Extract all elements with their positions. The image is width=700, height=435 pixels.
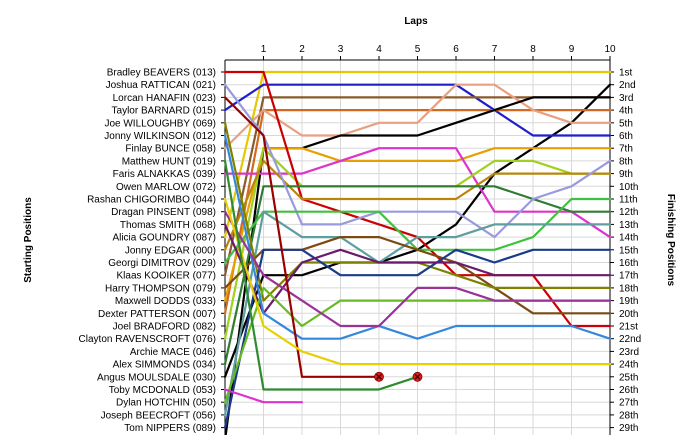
finishing-position-label: 28th	[619, 410, 638, 421]
series-line	[223, 223, 612, 315]
retirement-marker-cross	[414, 373, 421, 380]
starting-driver-label: Jonny WILKINSON (012)	[104, 131, 216, 142]
lap-tick-label: 9	[569, 44, 575, 55]
finishing-position-label: 24th	[619, 360, 638, 371]
finishing-position-label: 15th	[619, 245, 638, 256]
lap-tick-label: 8	[530, 44, 536, 55]
finishing-position-label: 2nd	[619, 80, 636, 91]
finishing-position-label: 29th	[619, 423, 638, 434]
lap-tick-label: 1	[261, 44, 267, 55]
finishing-position-label: 21st	[619, 322, 638, 333]
laps-axis-title: Laps	[404, 16, 428, 27]
finishing-position-label: 8th	[619, 156, 633, 167]
finishing-position-label: 19th	[619, 296, 638, 307]
series-line	[223, 83, 612, 150]
lap-tick-label: 6	[453, 44, 459, 55]
lap-tick-label: 5	[415, 44, 421, 55]
starting-driver-label: Bradley BEAVERS (013)	[107, 68, 216, 79]
starting-driver-label: Archie MACE (046)	[130, 347, 216, 358]
lap-tick-label: 10	[604, 44, 616, 55]
finishing-position-label: 4th	[619, 106, 633, 117]
finishing-position-label: 11th	[619, 195, 638, 206]
retirement-marker-icon	[374, 371, 384, 382]
lap-tick-label: 3	[338, 44, 344, 55]
starting-driver-label: Owen MARLOW (072)	[116, 182, 216, 193]
starting-driver-label: Matthew HUNT (019)	[122, 156, 216, 167]
series-line	[223, 108, 612, 315]
starting-driver-label: Lorcan HANAFIN (023)	[113, 93, 216, 104]
starting-driver-label: Georgi DIMITROV (029)	[108, 258, 216, 269]
series-line	[223, 248, 612, 429]
finishing-position-label: 1st	[619, 68, 633, 79]
starting-driver-label: Angus MOULSDALE (030)	[97, 372, 216, 383]
finishing-position-label: 27th	[619, 398, 638, 409]
series-line	[223, 83, 612, 137]
finishing-position-label: 12th	[619, 207, 638, 218]
starting-driver-label: Tom NIPPERS (089)	[124, 423, 216, 434]
lap-tick-label: 4	[376, 44, 382, 55]
series-line	[223, 159, 419, 391]
finishing-position-label: 26th	[619, 385, 638, 396]
starting-driver-label: Harry THOMPSON (079)	[105, 283, 216, 294]
starting-driver-label: Jonny EDGAR (000)	[125, 245, 216, 256]
starting-driver-label: Dragan PINSENT (098)	[111, 207, 216, 218]
series-line	[223, 388, 304, 404]
starting-driver-label: Dexter PATTERSON (007)	[98, 309, 216, 320]
series-line	[223, 210, 612, 416]
finishing-positions-title: Finishing Positions	[665, 194, 676, 287]
starting-driver-label: Taylor BARNARD (015)	[112, 106, 216, 117]
starting-driver-label: Finlay BUNCE (058)	[125, 144, 216, 155]
finishing-position-label: 25th	[619, 372, 638, 383]
finishing-position-label: 7th	[619, 144, 633, 155]
finishing-position-label: 16th	[619, 258, 638, 269]
starting-driver-label: Dylan HOTCHIN (050)	[116, 398, 216, 409]
starting-driver-label: Alicia GOUNDRY (087)	[112, 233, 216, 244]
finishing-position-label: 17th	[619, 271, 638, 282]
starting-driver-label: Joel BRADFORD (082)	[113, 322, 216, 333]
lap-tick-label: 2	[299, 44, 305, 55]
series-line	[223, 147, 612, 302]
finishing-position-label: 20th	[619, 309, 638, 320]
series-line	[223, 134, 612, 340]
chart-series	[223, 70, 612, 435]
lap-tick-label: 7	[492, 44, 498, 55]
series-line	[223, 83, 612, 239]
starting-driver-label: Thomas SMITH (068)	[120, 220, 216, 231]
finishing-position-label: 23rd	[619, 347, 639, 358]
starting-driver-label: Toby MCDONALD (053)	[109, 385, 216, 396]
finishing-position-label: 22nd	[619, 334, 641, 345]
retirement-marker-icon	[412, 371, 423, 382]
starting-driver-label: Rashan CHIGORIMBO (044)	[87, 195, 216, 206]
finishing-position-label: 6th	[619, 131, 633, 142]
finishing-position-label: 5th	[619, 118, 633, 129]
finishing-position-label: 18th	[619, 283, 638, 294]
starting-driver-label: Joe WILLOUGHBY (069)	[104, 118, 216, 129]
starting-driver-label: Maxwell DODDS (033)	[115, 296, 216, 307]
series-line	[223, 96, 381, 378]
series-line	[223, 70, 612, 239]
finishing-position-label: 13th	[619, 220, 638, 231]
finishing-position-label: 9th	[619, 169, 633, 180]
starting-driver-label: Alex SIMMONDS (034)	[113, 360, 216, 371]
starting-positions-title: Starting Positions	[23, 197, 34, 283]
finishing-position-label: 14th	[619, 233, 638, 244]
starting-driver-label: Joshua RATTICAN (021)	[106, 80, 216, 91]
chart-labels: 1 2 3 4 5 6 7 8 9 10 Bradley BEAVERS (013)Joshua R…	[79, 44, 642, 434]
series-line	[223, 197, 612, 366]
finishing-position-label: 3rd	[619, 93, 633, 104]
retirement-marker-cross	[375, 373, 383, 380]
starting-driver-label: Faris ALNAKKAS (039)	[113, 169, 216, 180]
starting-driver-label: Joseph BEECROFT (056)	[101, 410, 216, 421]
finishing-position-label: 10th	[619, 182, 638, 193]
starting-driver-label: Klaas KOOIKER (077)	[117, 271, 216, 282]
series-line	[223, 185, 612, 366]
starting-driver-label: Clayton RAVENSCROFT (076)	[79, 334, 216, 345]
